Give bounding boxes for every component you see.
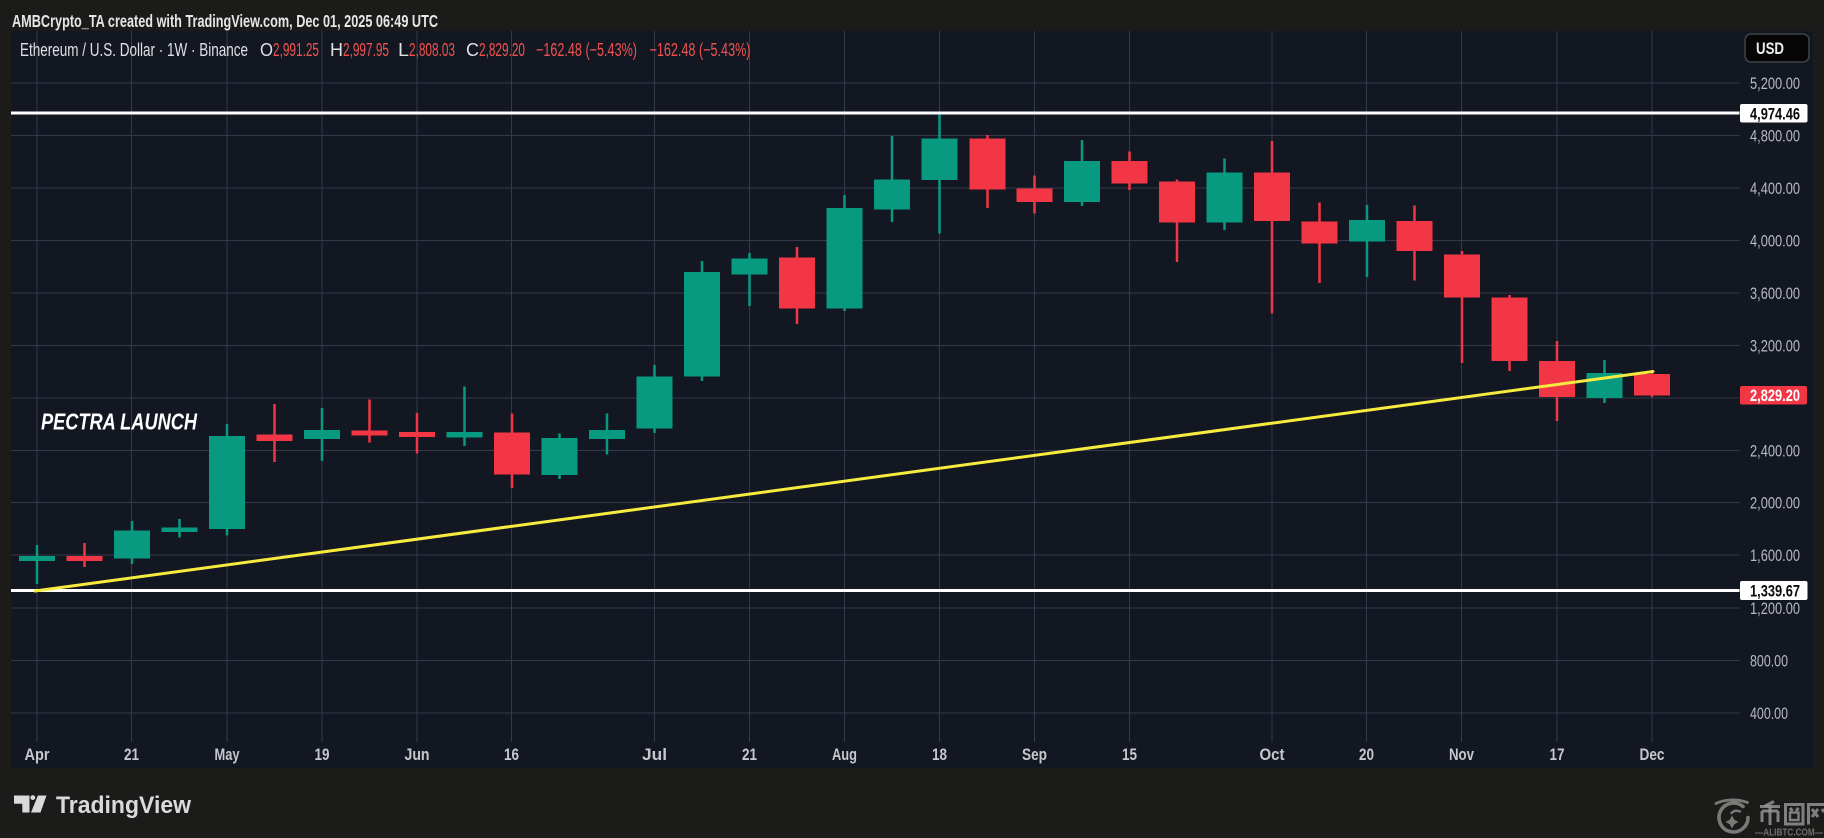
svg-text:17: 17 [1550,745,1565,764]
svg-text:800.00: 800.00 [1750,652,1788,671]
svg-text:1,200.00: 1,200.00 [1750,599,1800,618]
svg-text:2,000.00: 2,000.00 [1750,494,1800,513]
svg-text:4,400.00: 4,400.00 [1750,179,1800,198]
svg-text:TradingView: TradingView [56,792,192,819]
svg-text:Dec: Dec [1640,745,1665,764]
svg-text:2,829.20: 2,829.20 [1750,386,1800,405]
svg-text:—ALIBTC.COM—: —ALIBTC.COM— [1755,827,1823,838]
svg-text:USD: USD [1756,40,1784,58]
svg-text:AMBCrypto_TA created with Trad: AMBCrypto_TA created with TradingView.co… [12,11,438,31]
svg-text:15: 15 [1122,745,1137,764]
svg-text:2,400.00: 2,400.00 [1750,442,1800,461]
svg-text:400.00: 400.00 [1750,704,1788,723]
svg-text:C: C [466,39,479,60]
svg-text:Ethereum / U.S. Dollar · 1W ·: Ethereum / U.S. Dollar · 1W · Binance [20,39,248,60]
svg-text:Jun: Jun [405,745,430,764]
svg-text:Apr: Apr [25,745,50,764]
svg-text:4,974.46: 4,974.46 [1750,105,1800,124]
svg-text:21: 21 [124,745,139,764]
svg-text:16: 16 [504,745,519,764]
svg-text:18: 18 [932,745,947,764]
svg-text:5,200.00: 5,200.00 [1750,74,1800,93]
svg-text:−162.48 (−5.43%): −162.48 (−5.43%) [650,39,751,60]
svg-text:Nov: Nov [1449,745,1474,764]
svg-text:3,200.00: 3,200.00 [1750,337,1800,356]
svg-text:Oct: Oct [1260,745,1285,764]
svg-text:May: May [215,745,240,764]
svg-text:4,000.00: 4,000.00 [1750,232,1800,251]
svg-text:4,800.00: 4,800.00 [1750,127,1800,146]
svg-text:PECTRA LAUNCH: PECTRA LAUNCH [41,408,198,434]
svg-text:3,600.00: 3,600.00 [1750,284,1800,303]
svg-text:Jul: Jul [642,745,667,764]
svg-text:19: 19 [315,745,330,764]
svg-text:2,829.20: 2,829.20 [479,39,525,60]
svg-text:2,997.95: 2,997.95 [343,39,389,60]
svg-text:−162.48 (−5.43%): −162.48 (−5.43%) [536,39,637,60]
svg-text:1,339.67: 1,339.67 [1750,582,1800,601]
svg-text:O: O [260,39,273,60]
svg-text:H: H [330,39,343,60]
svg-text:21: 21 [742,745,757,764]
svg-text:1,600.00: 1,600.00 [1750,546,1800,565]
svg-text:Sep: Sep [1022,745,1047,764]
svg-text:20: 20 [1359,745,1374,764]
svg-text:Aug: Aug [832,745,857,764]
svg-text:2,808.03: 2,808.03 [409,39,455,60]
svg-text:2,991.25: 2,991.25 [273,39,319,60]
svg-text:L: L [398,39,409,60]
